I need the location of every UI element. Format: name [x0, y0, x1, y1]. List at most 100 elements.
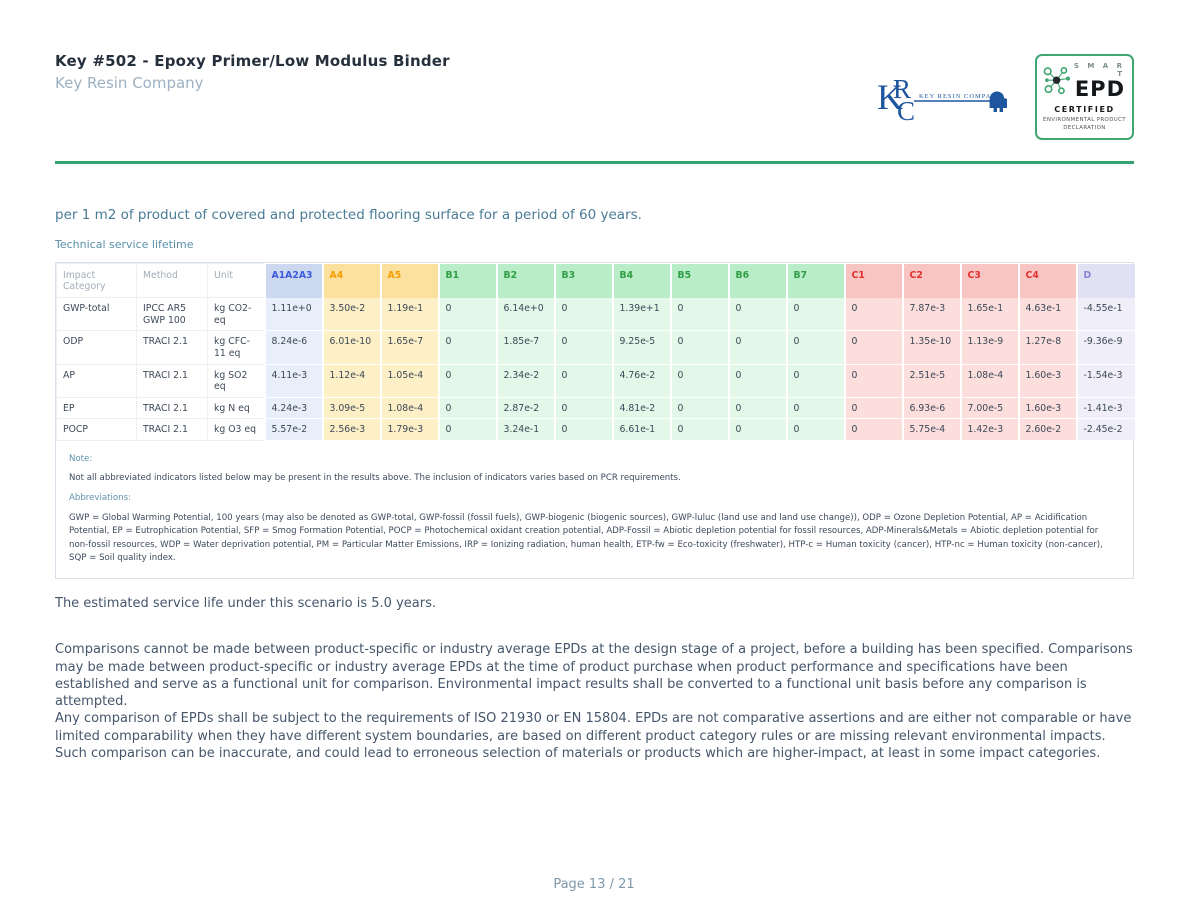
smart-epd-badge: S M A R T EPD CERTIFIED ENVIRONMENTAL PR…: [1035, 54, 1134, 141]
krc-key-head: [989, 91, 1007, 113]
unit-cell: kg SO2 eq: [207, 363, 265, 398]
result-cell-a4-pocp: 2.56e-3: [321, 418, 381, 442]
result-cell-b7-ap: 0: [785, 364, 845, 398]
epd-text: EPD: [1074, 77, 1125, 101]
column-header-c3: C3: [959, 263, 1019, 298]
result-cell-b1-pocp: 0: [437, 418, 497, 442]
result-cell-c1-ap: 0: [843, 364, 903, 398]
result-cell-b6-ep: 0: [727, 397, 787, 420]
result-cell-c4-gwp-total: 4.63e-1: [1017, 297, 1077, 332]
result-cell-c2-odp: 1.35e-10: [901, 330, 961, 365]
column-header-b6: B6: [727, 263, 787, 298]
result-cell-b3-gwp-total: 0: [553, 297, 613, 332]
column-header-b4: B4: [611, 263, 671, 298]
page-content: Key #502 - Epoxy Primer/Low Modulus Bind…: [55, 0, 1135, 762]
method-cell: IPCC AR5 GWP 100: [136, 297, 208, 332]
result-cell-c2-ep: 6.93e-6: [901, 397, 961, 420]
impact-results-table: Impact Category Method Unit A1A2A3 A4 A5 B1 B2 B…: [56, 263, 1135, 442]
column-header-a1a2a3: A1A2A3: [263, 263, 323, 298]
result-cell-a5-gwp-total: 1.19e-1: [379, 297, 439, 332]
result-cell-b6-gwp-total: 0: [727, 297, 787, 332]
result-cell-b5-pocp: 0: [669, 418, 729, 442]
result-row-odp: ODP TRACI 2.1 kg CFC-11 eq 8.24e-6 6.01e-10 1…: [56, 330, 1135, 365]
abbreviations-text: GWP = Global Warming Potential, 100 year…: [69, 513, 1103, 564]
method-cell: TRACI 2.1: [136, 363, 208, 398]
result-cell-d-gwp-total: -4.55e-1: [1075, 297, 1135, 332]
method-cell: TRACI 2.1: [136, 330, 208, 365]
unit-cell: kg CFC-11 eq: [207, 330, 265, 365]
column-header-b7: B7: [785, 263, 845, 298]
result-cell-b6-ap: 0: [727, 364, 787, 398]
krc-logo: K R C KEY RESIN COMPANY: [877, 74, 1007, 123]
method-cell: TRACI 2.1: [136, 396, 208, 420]
comparison-disclaimer: Comparisons cannot be made between produ…: [55, 641, 1134, 762]
result-cell-a5-pocp: 1.79e-3: [379, 418, 439, 442]
result-cell-a1a2a3-ap: 4.11e-3: [263, 364, 323, 398]
krc-letter-k: K: [877, 77, 903, 117]
result-row-ap: AP TRACI 2.1 kg SO2 eq 4.11e-3 1.12e-4 1.05e-…: [56, 363, 1135, 398]
result-cell-c3-ap: 1.08e-4: [959, 364, 1019, 398]
header-titles: Key #502 - Epoxy Primer/Low Modulus Bind…: [55, 52, 450, 92]
krc-company-text: KEY RESIN COMPANY: [919, 93, 1003, 100]
result-cell-b4-ap: 4.76e-2: [611, 364, 671, 398]
result-cell-d-ap: -1.54e-3: [1075, 364, 1135, 398]
service-life-statement: The estimated service life under this sc…: [55, 596, 436, 612]
result-cell-b4-odp: 9.25e-5: [611, 330, 671, 365]
result-cell-b3-odp: 0: [553, 330, 613, 365]
functional-unit-statement: per 1 m2 of product of covered and prote…: [55, 207, 642, 224]
result-cell-a4-odp: 6.01e-10: [321, 330, 381, 365]
krc-letter-r: R: [893, 74, 911, 104]
result-cell-b5-odp: 0: [669, 330, 729, 365]
env-product-line1: ENVIRONMENTAL PRODUCT: [1043, 117, 1126, 123]
column-header-a4: A4: [321, 263, 381, 298]
column-header-b5: B5: [669, 263, 729, 298]
abbreviations-label: Abbreviations:: [69, 493, 131, 504]
result-cell-c4-pocp: 2.60e-2: [1017, 418, 1077, 442]
result-cell-c2-gwp-total: 7.87e-3: [901, 297, 961, 332]
result-cell-b5-ap: 0: [669, 364, 729, 398]
result-cell-b2-ep: 2.87e-2: [495, 397, 555, 420]
unit-cell: kg O3 eq: [207, 418, 265, 442]
column-header-c2: C2: [901, 263, 961, 298]
header-divider: [55, 161, 1134, 165]
result-cell-b4-pocp: 6.61e-1: [611, 418, 671, 442]
result-cell-b6-odp: 0: [727, 330, 787, 365]
result-cell-c3-gwp-total: 1.65e-1: [959, 297, 1019, 332]
document-header: Key #502 - Epoxy Primer/Low Modulus Bind…: [55, 52, 1134, 141]
certified-text: CERTIFIED: [1054, 105, 1115, 114]
result-cell-c3-ep: 7.00e-5: [959, 397, 1019, 420]
result-cell-b1-odp: 0: [437, 330, 497, 365]
results-table-head-row: Impact Category Method Unit A1A2A3 A4 A5 B1 B2 B…: [56, 263, 1135, 299]
result-cell-c1-ep: 0: [843, 397, 903, 420]
result-cell-b7-odp: 0: [785, 330, 845, 365]
result-cell-a1a2a3-ep: 4.24e-3: [263, 397, 323, 420]
result-cell-b1-gwp-total: 0: [437, 297, 497, 332]
result-cell-b5-gwp-total: 0: [669, 297, 729, 332]
result-cell-a4-gwp-total: 3.50e-2: [321, 297, 381, 332]
column-header-c1: C1: [843, 263, 903, 298]
smart-epd-molecule-icon: [1043, 67, 1071, 95]
result-cell-b7-gwp-total: 0: [785, 297, 845, 332]
result-cell-d-ep: -1.41e-3: [1075, 397, 1135, 420]
result-cell-c4-ep: 1.60e-3: [1017, 397, 1077, 420]
result-cell-a5-ap: 1.05e-4: [379, 364, 439, 398]
result-row-pocp: POCP TRACI 2.1 kg O3 eq 5.57e-2 2.56e-3 1.79e…: [56, 418, 1135, 442]
result-cell-c2-ap: 2.51e-5: [901, 364, 961, 398]
impact-category-cell: POCP: [56, 418, 137, 442]
result-cell-b5-ep: 0: [669, 397, 729, 420]
result-cell-b7-ep: 0: [785, 397, 845, 420]
result-cell-c1-odp: 0: [843, 330, 903, 365]
result-row-gwp-total: GWP-total IPCC AR5 GWP 100 kg CO2-eq 1.11e+…: [56, 297, 1135, 332]
result-cell-d-odp: -9.36e-9: [1075, 330, 1135, 365]
unit-cell: kg N eq: [207, 396, 265, 420]
result-cell-c3-pocp: 1.42e-3: [959, 418, 1019, 442]
note-text: Not all abbreviated indicators listed be…: [69, 473, 681, 484]
impact-category-cell: ODP: [56, 330, 137, 365]
env-product-line2: DECLARATION: [1063, 125, 1106, 132]
result-cell-b2-ap: 2.34e-2: [495, 364, 555, 398]
comparison-paragraph-1: Comparisons cannot be made between produ…: [55, 642, 1133, 710]
result-cell-c4-ap: 1.60e-3: [1017, 364, 1077, 398]
result-cell-b1-ap: 0: [437, 364, 497, 398]
result-cell-a5-ep: 1.08e-4: [379, 397, 439, 420]
comparison-paragraph-2: Any comparison of EPDs shall be subject …: [55, 711, 1132, 762]
